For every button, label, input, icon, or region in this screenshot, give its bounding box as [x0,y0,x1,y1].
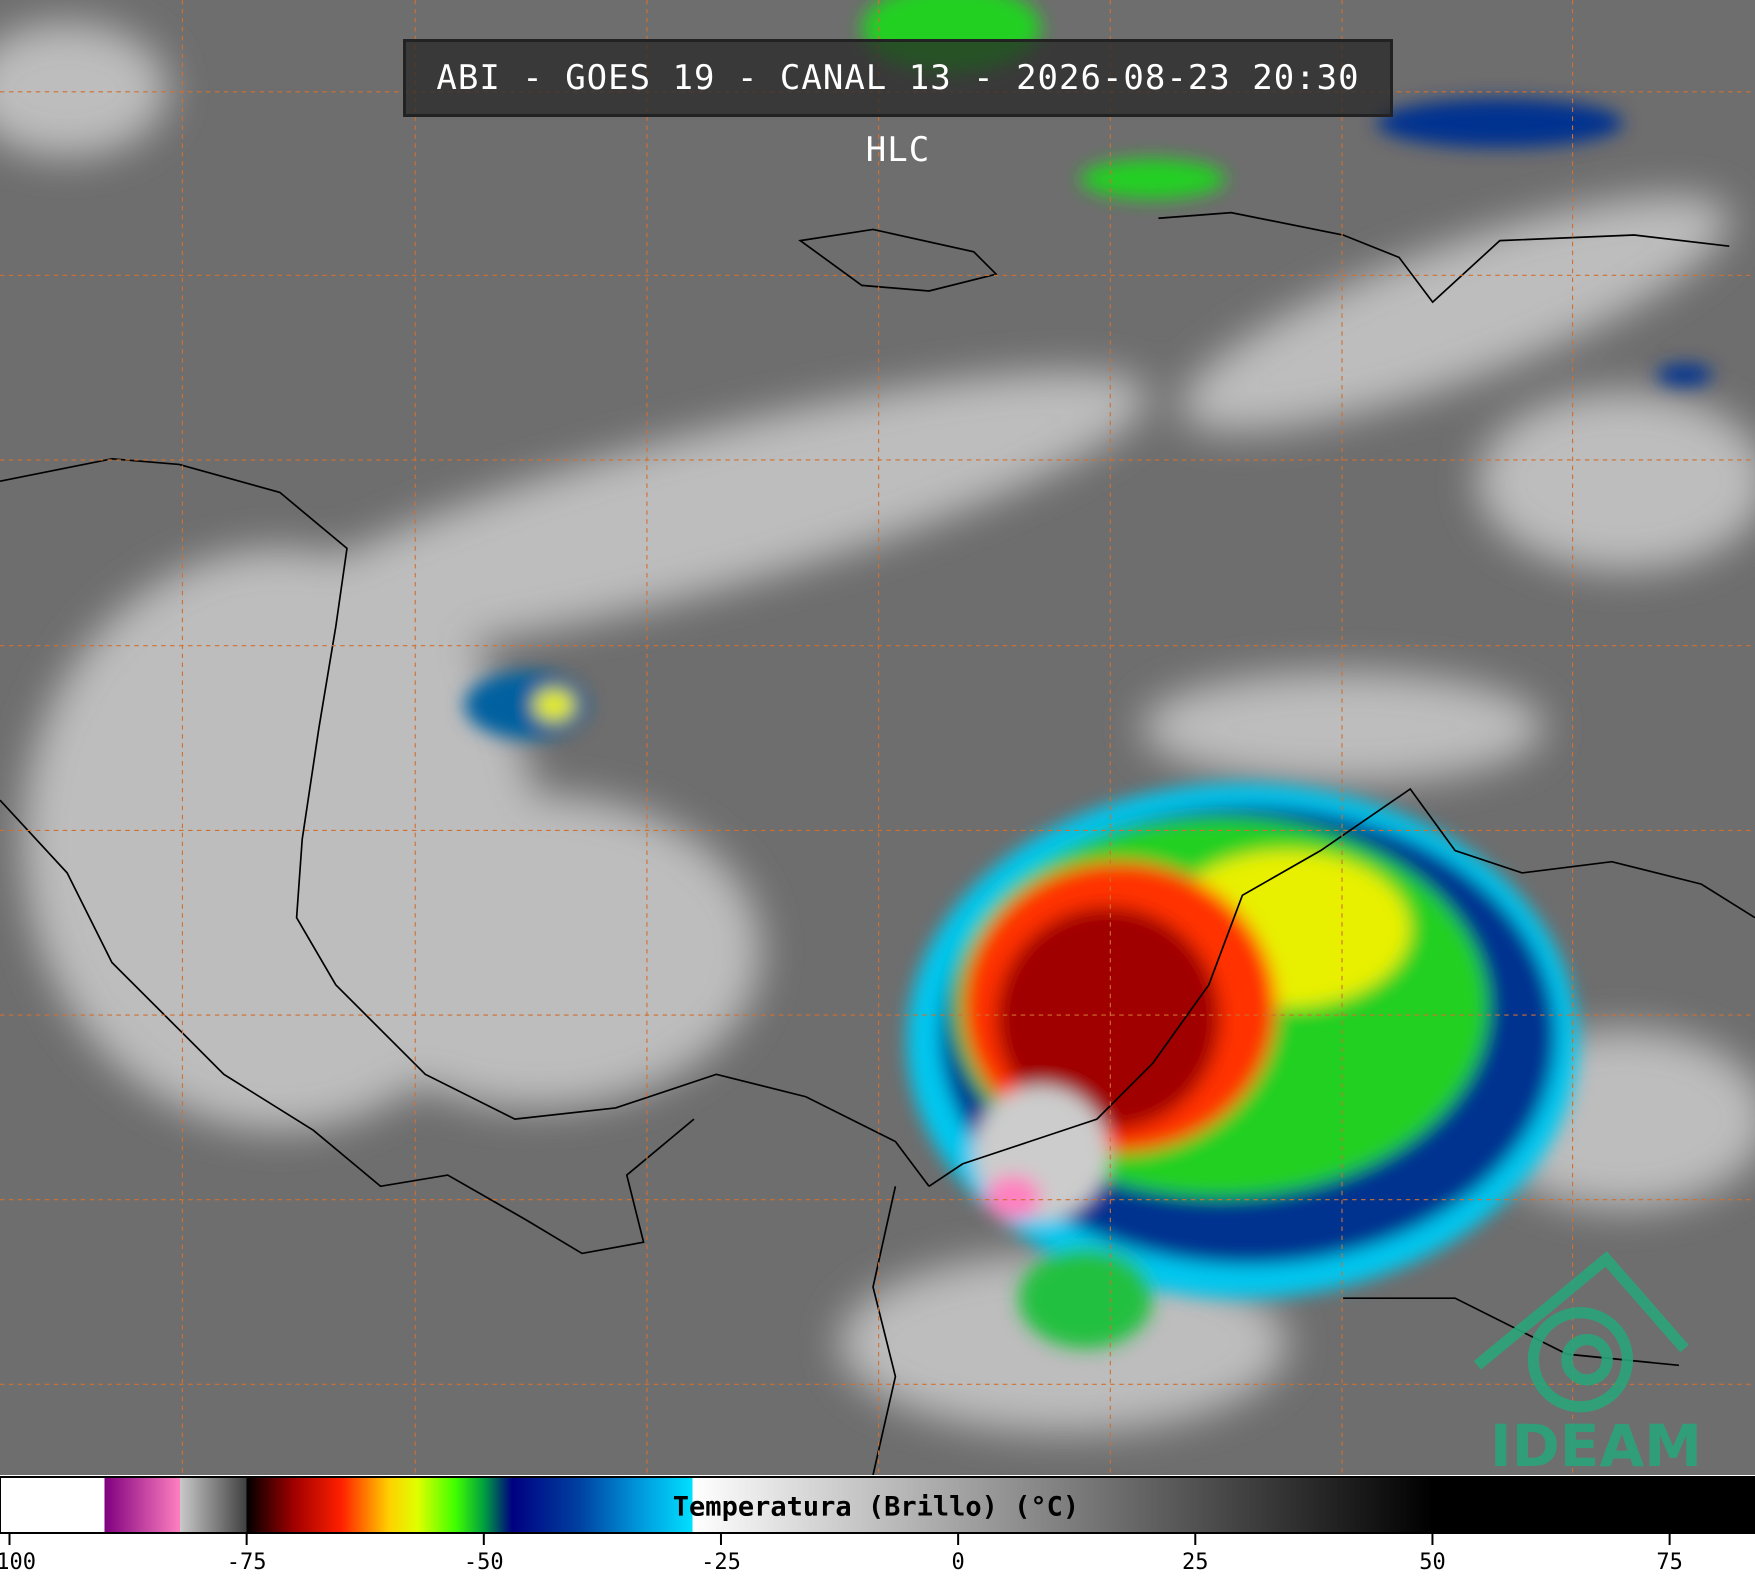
tick-label: -50 [464,1550,504,1575]
storm [464,0,1713,1349]
tick-label: 50 [1419,1550,1446,1575]
colorbar-label: Temperatura (Brillo) (°C) [673,1492,1079,1523]
colorbar: Temperatura (Brillo) (°C) -100 -75 -50 -25 0… [0,1476,1755,1575]
satellite-map [0,0,1755,1475]
colorbar-bar [0,1476,1755,1534]
tick-label: -25 [701,1550,741,1575]
tick-label: -75 [227,1550,267,1575]
tick-label: 0 [952,1550,965,1575]
logo-text: IDEAM [1490,1412,1702,1480]
title: ABI - GOES 19 - CANAL 13 - 2026-08-23 20… [403,39,1393,170]
coastlines [0,211,1755,1475]
tick-label: 75 [1656,1550,1683,1575]
graticule [0,0,1755,1475]
tick-label: 25 [1182,1550,1209,1575]
logo-mark [1473,1251,1689,1413]
tick-label: -100 [0,1550,36,1575]
